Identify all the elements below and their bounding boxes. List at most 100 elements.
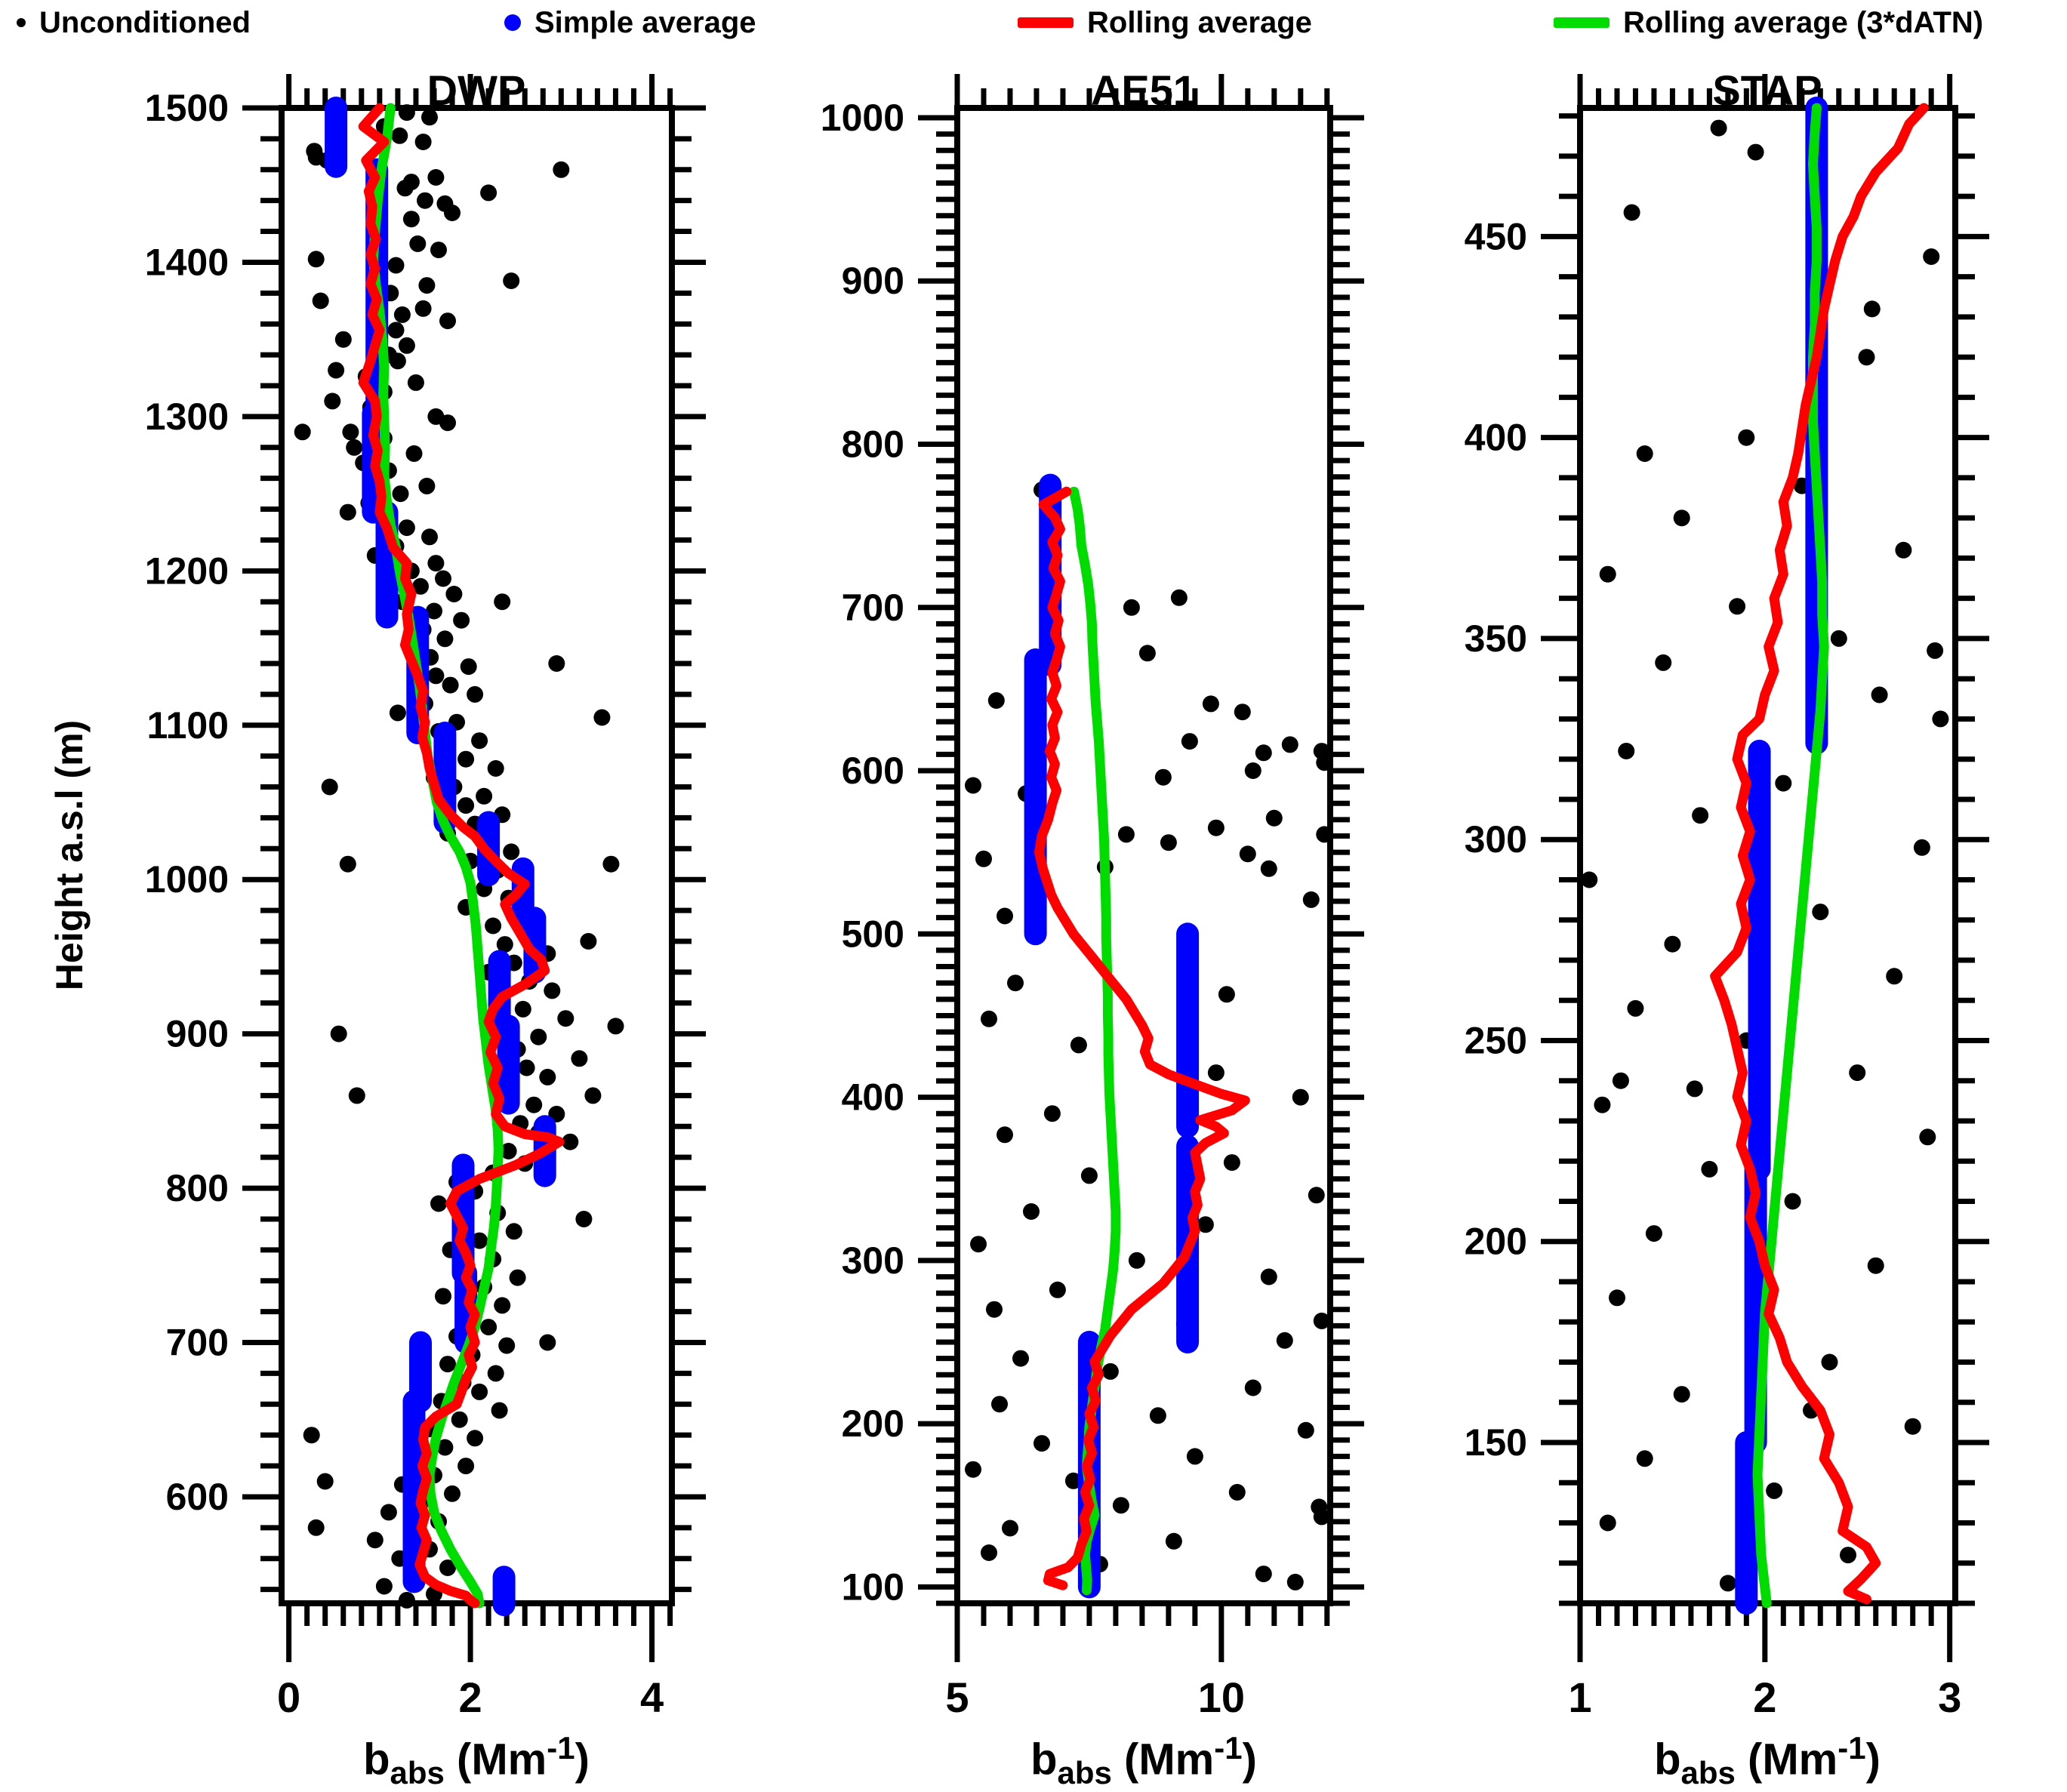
unconditioned-point [387, 322, 405, 339]
unconditioned-point [407, 374, 424, 391]
unconditioned-dot-icon [17, 18, 26, 27]
unconditioned-point [1123, 599, 1140, 616]
unconditioned-point [471, 732, 488, 750]
y-tick-label: 200 [842, 1403, 904, 1445]
unconditioned-point [427, 555, 445, 572]
unconditioned-point [571, 1050, 588, 1067]
legend-label: Rolling average [1087, 5, 1312, 39]
panel-dwp: 0 2 4 600 700 800 900 1000 1100 1200 1300 1400 1500 [145, 74, 706, 1721]
unconditioned-point [1710, 119, 1727, 137]
unconditioned-point [1207, 819, 1224, 836]
unconditioned-point [539, 1334, 556, 1351]
y-tick-label: 600 [166, 1476, 229, 1518]
unconditioned-point [312, 292, 329, 309]
x-tick-label: 5 [945, 1673, 969, 1721]
unconditioned-point [294, 423, 311, 441]
unconditioned-point [1265, 809, 1283, 827]
unconditioned-point [1023, 1203, 1040, 1220]
unconditioned-point [494, 1297, 511, 1314]
unconditioned-point [1618, 743, 1635, 759]
unconditioned-point [498, 1337, 516, 1354]
unconditioned-point [405, 445, 423, 462]
panel-title-dwp: DWP [427, 66, 526, 114]
unconditioned-point [1165, 1532, 1182, 1550]
unconditioned-point [1138, 645, 1156, 662]
y-axis-label: Height a.s.l (m) [48, 719, 91, 991]
unconditioned-point [965, 777, 981, 794]
unconditioned-point [1627, 999, 1644, 1017]
xlabel-base: b [1030, 1735, 1058, 1784]
unconditioned-point [398, 337, 415, 354]
xlabel-close: ) [575, 1735, 590, 1784]
unconditioned-point [487, 760, 504, 777]
y-tick-label: 100 [842, 1566, 904, 1608]
panel-box [954, 105, 1333, 1606]
unconditioned-point [444, 1485, 461, 1502]
y-tick-label: 900 [842, 260, 904, 302]
y-tick-label: 1500 [145, 87, 229, 129]
y-tick-label: 250 [1465, 1019, 1527, 1061]
unconditioned-point [430, 1195, 447, 1212]
y-tick-label: 1400 [145, 241, 229, 283]
unconditioned-point [505, 1223, 522, 1240]
unconditioned-point [1867, 1257, 1884, 1274]
unconditioned-point [391, 127, 408, 144]
unconditioned-point [1197, 1216, 1214, 1233]
unconditioned-point [1080, 1167, 1098, 1184]
unconditioned-point [1181, 733, 1198, 750]
unconditioned-point [1673, 510, 1690, 527]
legend-item-rolling-average: Rolling average [1018, 5, 1312, 41]
unconditioned-point [444, 205, 461, 221]
unconditioned-point [1149, 1407, 1166, 1424]
unconditioned-point [1871, 686, 1888, 704]
xlabel-sup: -1 [1838, 1730, 1866, 1766]
unconditioned-point [1623, 204, 1640, 221]
unconditioned-point [421, 109, 438, 126]
xlabel-mid: (Mm [1735, 1735, 1838, 1784]
unconditioned-point [1738, 429, 1755, 446]
unconditioned-point [427, 169, 445, 186]
unconditioned-point [417, 192, 433, 209]
unconditioned-point [457, 797, 475, 814]
xlabel-mid: (Mm [444, 1735, 547, 1784]
y-tick-label: 200 [1465, 1221, 1527, 1263]
unconditioned-point [584, 1087, 602, 1104]
xlabel-sub: abs [1680, 1754, 1736, 1790]
unconditioned-point [1863, 300, 1881, 318]
unconditioned-point [1239, 845, 1256, 863]
unconditioned-point [339, 503, 356, 521]
y-tick-label: 1100 [147, 704, 229, 747]
unconditioned-point [414, 300, 432, 317]
unconditioned-point [414, 134, 432, 150]
unconditioned-point [1719, 1575, 1736, 1592]
unconditioned-point [457, 750, 475, 768]
unconditioned-point [1112, 1497, 1129, 1514]
unconditioned-point [965, 1461, 981, 1478]
unconditioned-point [1255, 1566, 1272, 1583]
panel-ae51: 5 10 100 200 300 400 500 600 700 800 900 1000 [821, 74, 1364, 1721]
unconditioned-point [1234, 704, 1251, 721]
unconditioned-point [602, 855, 620, 873]
unconditioned-point [485, 917, 502, 934]
unconditioned-point [1034, 1435, 1050, 1452]
unconditioned-point [1858, 349, 1875, 366]
unconditioned-point [562, 1133, 579, 1150]
unconditioned-point [389, 704, 406, 722]
xlabel-close: ) [1242, 1735, 1257, 1784]
y-tick-label: 150 [1465, 1421, 1527, 1464]
unconditioned-point [1255, 744, 1272, 762]
unconditioned-point [1923, 248, 1940, 265]
x-tick-label: 3 [1938, 1673, 1961, 1721]
simple-average-dot-icon [504, 14, 521, 31]
unconditioned-point [1244, 1379, 1261, 1396]
unconditioned-point [1043, 1105, 1061, 1122]
unconditioned-point [970, 1236, 987, 1253]
unconditioned-point [986, 1301, 1003, 1318]
x-tick-label: 0 [277, 1673, 300, 1721]
y-tick-label: 600 [842, 750, 904, 792]
unconditioned-point [439, 414, 456, 432]
xlabel-sup: -1 [547, 1730, 575, 1766]
unconditioned-point [1281, 736, 1298, 753]
legend-label: Simple average [534, 5, 756, 39]
